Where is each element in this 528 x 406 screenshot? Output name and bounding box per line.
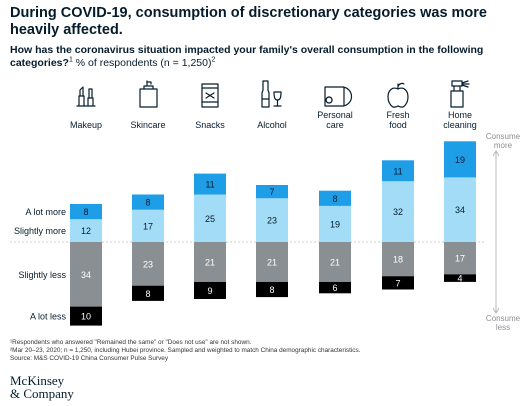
- category-label-alcohol: Alcohol: [257, 120, 287, 130]
- bar-slightly-more-skincare: [132, 209, 164, 242]
- value-label-slightly-less-snacks: 21: [205, 257, 215, 267]
- value-label-a-lot-more-makeup: 8: [83, 207, 88, 217]
- arrow-down-icon: [492, 307, 500, 314]
- bar-a-lot-more-snacks: [194, 173, 226, 195]
- value-label-a-lot-less-alcohol: 8: [269, 285, 274, 295]
- annotation-consume-less: Consume less: [486, 314, 521, 332]
- bar-a-lot-more-skincare: [132, 194, 164, 210]
- wine-bottle-icon: [261, 80, 282, 108]
- value-label-a-lot-less-makeup: 10: [81, 312, 91, 322]
- bar-slightly-more-alcohol: [256, 198, 288, 242]
- footnotes: ¹Respondents who answered "Remained the …: [10, 339, 515, 363]
- snack-bag-icon: [201, 83, 219, 108]
- chart-title: During COVID-19, consumption of discreti…: [10, 5, 487, 38]
- value-label-slightly-more-skincare: 17: [143, 221, 153, 231]
- bar-slightly-more-snacks: [194, 194, 226, 242]
- bar-a-lot-more-alcohol: [256, 185, 288, 199]
- chart-subtitle: How has the coronavirus situation impact…: [10, 44, 515, 70]
- mckinsey-logo: McKinsey & Company: [10, 374, 74, 400]
- bar-slightly-less-personal-care: [319, 242, 351, 282]
- value-label-slightly-less-alcohol: 21: [267, 257, 277, 267]
- arrow-up-icon: [492, 150, 500, 157]
- bar-slightly-less-skincare: [132, 242, 164, 286]
- series-label-slightly-less: Slightly less: [18, 270, 66, 280]
- value-label-a-lot-less-home-cleaning: 4: [457, 274, 462, 284]
- value-label-slightly-more-makeup: 12: [81, 226, 91, 236]
- value-label-a-lot-more-fresh-food: 11: [393, 166, 402, 176]
- value-label-slightly-less-home-cleaning: 17: [455, 254, 465, 264]
- subtitle-footnote-mark-1: 1: [68, 56, 73, 64]
- category-label-snacks: Snacks: [195, 120, 225, 130]
- value-label-a-lot-less-fresh-food: 7: [395, 278, 400, 288]
- value-label-slightly-more-personal-care: 19: [330, 219, 340, 229]
- source-note: Source: M&S COVID-19 China Consumer Puls…: [10, 355, 169, 362]
- bar-a-lot-less-alcohol: [256, 281, 288, 298]
- bar-a-lot-more-fresh-food: [382, 160, 414, 182]
- bar-a-lot-less-skincare: [132, 285, 164, 301]
- bar-slightly-less-makeup: [70, 242, 102, 307]
- value-label-a-lot-more-alcohol: 7: [269, 187, 274, 197]
- bar-a-lot-more-makeup: [70, 204, 102, 220]
- value-label-a-lot-more-skincare: 8: [145, 198, 150, 208]
- logo-line-1: McKinsey: [10, 373, 65, 388]
- annotation-consume-more: Consume more: [486, 132, 521, 150]
- bar-a-lot-less-personal-care: [319, 281, 351, 294]
- category-label-home-cleaning: Home cleaning: [443, 110, 477, 130]
- category-label-skincare: Skincare: [130, 120, 165, 130]
- value-label-slightly-more-snacks: 25: [205, 214, 215, 224]
- lotion-bottle-icon: [139, 80, 158, 108]
- series-label-a-lot-less: A lot less: [30, 312, 67, 322]
- category-label-makeup: Makeup: [70, 120, 102, 130]
- value-label-slightly-less-makeup: 34: [81, 270, 91, 280]
- value-label-a-lot-less-personal-care: 6: [332, 283, 337, 293]
- bar-a-lot-less-makeup: [70, 306, 102, 326]
- bar-slightly-less-fresh-food: [382, 242, 414, 277]
- logo-line-2: & Company: [10, 386, 74, 401]
- value-label-slightly-less-skincare: 23: [143, 259, 153, 269]
- toilet-paper-icon: [324, 86, 353, 107]
- series-label-a-lot-more: A lot more: [25, 207, 66, 217]
- bar-a-lot-less-fresh-food: [382, 276, 414, 290]
- value-label-slightly-more-fresh-food: 32: [393, 207, 403, 217]
- value-label-a-lot-more-snacks: 11: [205, 180, 214, 190]
- value-label-slightly-more-alcohol: 23: [267, 216, 277, 226]
- value-label-a-lot-less-snacks: 9: [207, 286, 212, 296]
- value-label-slightly-less-fresh-food: 18: [393, 255, 403, 265]
- value-label-slightly-less-personal-care: 21: [330, 257, 340, 267]
- value-label-a-lot-less-skincare: 8: [145, 289, 150, 299]
- subtitle-unit: % of respondents (n = 1,250): [72, 57, 212, 69]
- bar-slightly-more-home-cleaning: [444, 177, 476, 242]
- value-label-slightly-more-home-cleaning: 34: [455, 205, 465, 215]
- bar-slightly-less-home-cleaning: [444, 242, 476, 275]
- lipstick-icon: [76, 86, 96, 107]
- footnote-1: ¹Respondents who answered "Remained the …: [10, 339, 252, 346]
- subtitle-footnote-mark-2: 2: [211, 56, 216, 64]
- series-label-slightly-more: Slightly more: [14, 226, 66, 236]
- bar-slightly-less-snacks: [194, 242, 226, 282]
- bar-slightly-more-fresh-food: [382, 181, 414, 242]
- footnote-2: ²Mar 20–23, 2020; n = 1,250, including H…: [10, 347, 361, 354]
- spray-bottle-icon: [450, 80, 470, 108]
- bar-a-lot-less-snacks: [194, 281, 226, 299]
- bar-slightly-less-alcohol: [256, 242, 288, 282]
- bar-a-lot-more-personal-care: [319, 190, 351, 206]
- category-label-fresh-food: Fresh food: [386, 110, 409, 130]
- apple-icon: [387, 82, 409, 108]
- bar-slightly-more-personal-care: [319, 205, 351, 242]
- bar-a-lot-less-home-cleaning: [444, 274, 476, 282]
- value-label-a-lot-more-personal-care: 8: [332, 194, 337, 204]
- value-label-a-lot-more-home-cleaning: 19: [455, 155, 465, 165]
- bar-slightly-more-makeup: [70, 219, 102, 242]
- subtitle-question: How has the coronavirus situation impact…: [10, 44, 484, 69]
- category-label-personal-care: Personal care: [317, 110, 353, 130]
- bar-a-lot-more-home-cleaning: [444, 141, 476, 178]
